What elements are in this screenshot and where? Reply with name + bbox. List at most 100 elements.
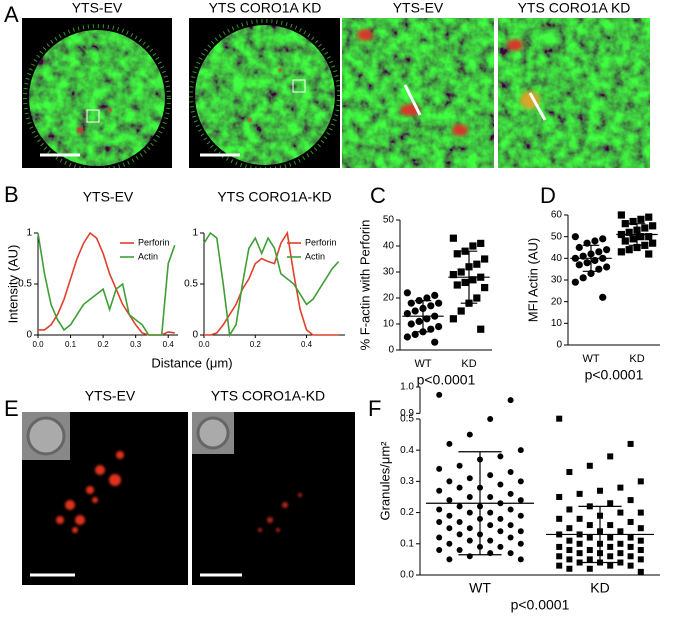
dot: [607, 500, 614, 507]
dot: [617, 211, 625, 219]
dot: [457, 307, 465, 315]
image-title: YTS CORO1A KD: [209, 0, 322, 16]
y-tick-label: 0.3: [400, 476, 414, 487]
panel-label: A: [4, 2, 19, 27]
y-tick-label: 1: [192, 228, 198, 239]
dot: [487, 522, 494, 529]
image-title: YTS-EV: [393, 0, 444, 16]
dot: [517, 540, 524, 547]
dot: [507, 534, 514, 541]
dot: [423, 294, 431, 302]
dot: [566, 469, 573, 476]
dot: [473, 294, 481, 302]
dot: [583, 259, 591, 267]
dot: [607, 522, 614, 529]
dot: [449, 271, 457, 279]
dot: [456, 484, 463, 491]
dot: [507, 506, 514, 513]
legend-label: Actin: [305, 251, 325, 261]
dot: [469, 276, 477, 284]
dot: [637, 525, 644, 532]
y-axis-title: Intensity (AU): [5, 245, 20, 324]
y-tick-label: 0: [26, 330, 32, 341]
y-tick-label: 0.4: [400, 445, 414, 456]
dot: [477, 239, 485, 247]
dot: [507, 397, 514, 404]
y-tick-label: 0.1: [400, 538, 414, 549]
dot: [617, 248, 625, 256]
legend-label: Perforin: [305, 237, 337, 247]
dot: [556, 415, 563, 422]
dot: [466, 493, 473, 500]
dot: [556, 562, 563, 569]
x-tick-label: KD: [629, 353, 644, 365]
dot: [446, 540, 453, 547]
dot: [487, 415, 494, 422]
dot: [576, 490, 583, 497]
x-tick-label: 0.4: [301, 340, 313, 349]
dot: [517, 497, 524, 504]
dot: [436, 547, 443, 554]
y-tick-label: 0: [556, 340, 562, 351]
dot: [607, 453, 614, 460]
dot: [637, 233, 645, 241]
dot: [649, 239, 657, 247]
legend-label: Perforin: [138, 237, 170, 247]
x-tick-label: KD: [590, 580, 609, 596]
x-tick-label: 0.1: [65, 340, 77, 349]
y-tick-label: 20: [551, 296, 563, 307]
y-tick-label: 0.5: [18, 279, 32, 290]
y-axis-title: Granules/μm²: [377, 441, 392, 521]
micrograph-a: [189, 18, 340, 168]
annotation: p<0.0001: [585, 367, 644, 383]
dot: [571, 278, 579, 286]
dot: [556, 543, 563, 550]
image-title: YTS CORO1A KD: [518, 0, 631, 16]
dot: [466, 525, 473, 532]
micrograph-e: [192, 412, 355, 585]
y-tick-label: 0.5: [400, 414, 414, 425]
y-tick-label: 1.0: [400, 382, 414, 393]
panel-label: E: [4, 396, 19, 421]
dot: [456, 547, 463, 554]
dot: [507, 522, 514, 529]
dot: [446, 440, 453, 447]
dot: [415, 317, 423, 325]
x-tick-label: WT: [414, 358, 431, 370]
error-bar: [458, 451, 502, 556]
dot: [453, 250, 461, 258]
dot: [591, 237, 599, 245]
dot: [449, 315, 457, 323]
dot: [576, 550, 583, 557]
dot: [497, 453, 504, 460]
dot: [403, 333, 411, 341]
error-bar: [460, 250, 478, 304]
annotation: p<0.0001: [511, 597, 570, 613]
y-tick-label: 0.5: [184, 279, 198, 290]
dot: [449, 234, 457, 242]
x-tick-label: WT: [582, 353, 599, 365]
line: [203, 231, 340, 338]
x-axis-title: Distance (μm): [151, 355, 232, 370]
dot: [407, 299, 415, 307]
dot: [556, 553, 563, 560]
dot: [473, 260, 481, 268]
dot: [637, 215, 645, 223]
dot: [411, 307, 419, 315]
dot: [517, 478, 524, 485]
dot: [435, 323, 443, 331]
y-tick-label: 10: [383, 319, 395, 330]
dot: [621, 220, 629, 228]
x-tick-label: WT: [469, 580, 491, 596]
dot: [603, 263, 611, 271]
dot: [586, 534, 593, 541]
dot: [411, 330, 419, 338]
chart-title: YTS-EV: [83, 189, 134, 205]
y-axis-title: MFI Actin (AU): [525, 238, 540, 323]
y-tick-label: 20: [383, 293, 395, 304]
dot: [466, 509, 473, 516]
y-tick-label: 0.2: [400, 507, 414, 518]
error-bar: [578, 505, 622, 564]
y-tick-label: 30: [551, 275, 563, 286]
dot: [497, 515, 504, 522]
